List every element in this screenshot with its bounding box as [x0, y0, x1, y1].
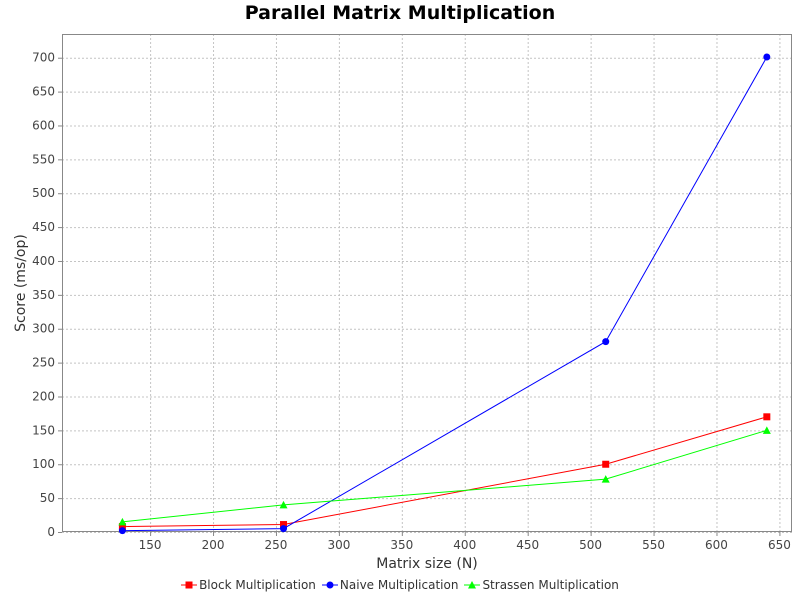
data-point-strassen	[279, 500, 288, 509]
data-point-naive	[602, 338, 610, 346]
data-point-naive	[118, 527, 126, 535]
legend-swatch-strassen	[464, 581, 481, 589]
legend-item-strassen: Strassen Multiplication	[464, 578, 619, 592]
x-tick-label: 250	[265, 538, 288, 552]
data-point-naive	[763, 53, 771, 61]
series-naive	[118, 53, 771, 535]
y-tick-label: 500	[32, 186, 55, 200]
y-tick-label: 200	[32, 389, 55, 403]
data-point-block	[280, 521, 288, 529]
data-point-strassen	[762, 426, 771, 434]
series-line-strassen	[122, 429, 767, 523]
data-point-naive	[280, 525, 288, 533]
x-axis-label: Matrix size (N)	[376, 556, 478, 572]
chart-title: Parallel Matrix Multiplication	[244, 2, 556, 24]
y-tick-label: 350	[32, 288, 55, 302]
legend-marker-naive	[326, 581, 334, 589]
data-point-strassen	[118, 517, 127, 526]
x-tick-label: 650	[768, 538, 791, 552]
legend-item-naive: Naive Multiplication	[321, 578, 459, 592]
data-point-block	[118, 523, 126, 531]
gridlines	[62, 34, 792, 533]
y-tick-label: 0	[47, 525, 55, 539]
legend-marker-block	[185, 581, 193, 589]
y-tick-label: 700	[32, 51, 55, 65]
legend-marker-strassen	[468, 581, 477, 589]
y-tick-label: 400	[32, 254, 55, 268]
data-point-block	[602, 460, 610, 468]
x-tick-label: 350	[390, 538, 413, 552]
y-tick-label: 250	[32, 356, 55, 370]
series-block	[118, 413, 771, 531]
y-tick-label: 550	[32, 152, 55, 166]
series-strassen	[118, 426, 771, 526]
data-point-strassen	[601, 475, 610, 483]
legend-label-naive: Naive Multiplication	[339, 578, 459, 592]
x-tick-label: 300	[327, 538, 350, 552]
y-axis-label: Score (ms/op)	[13, 234, 29, 332]
series-line-block	[122, 416, 767, 528]
legend-label-block: Block Multiplication	[199, 578, 316, 592]
y-tick-label: 650	[32, 85, 55, 99]
legend: Block Multiplication Naive Multiplication…	[0, 578, 800, 592]
x-tick-label: 200	[202, 538, 225, 552]
series-line-naive	[122, 56, 768, 532]
y-tick-label: 50	[40, 491, 55, 505]
x-tick-label: 600	[705, 538, 728, 552]
data-point-block	[763, 413, 771, 421]
y-tick-label: 600	[32, 118, 55, 132]
y-tick-label: 300	[32, 322, 55, 336]
plot-border	[62, 34, 792, 532]
x-tick-label: 150	[139, 538, 162, 552]
x-tick-label: 400	[453, 538, 476, 552]
y-tick-label: 450	[32, 220, 55, 234]
legend-label-strassen: Strassen Multiplication	[482, 578, 619, 592]
plot-background	[62, 34, 792, 532]
legend-item-block: Block Multiplication	[181, 578, 316, 592]
y-tick-label: 100	[32, 457, 55, 471]
y-tick-label: 150	[32, 423, 55, 437]
x-tick-label: 450	[516, 538, 539, 552]
legend-swatch-block	[181, 581, 198, 589]
legend-swatch-naive	[321, 581, 338, 589]
x-tick-label: 550	[642, 538, 665, 552]
x-tick-label: 500	[579, 538, 602, 552]
